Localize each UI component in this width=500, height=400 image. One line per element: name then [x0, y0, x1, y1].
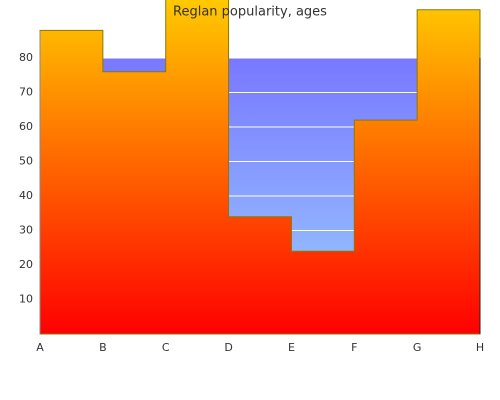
x-tick-label: G [413, 341, 422, 354]
x-tick-label: A [36, 341, 44, 354]
y-tick-label: 20 [19, 258, 33, 271]
x-tick-label: E [288, 341, 295, 354]
area [39, 0, 481, 335]
x-tick-label: B [99, 341, 107, 354]
x-tick-label: D [224, 341, 232, 354]
y-tick-label: 40 [19, 189, 33, 202]
x-tick-label: C [162, 341, 170, 354]
x-tick-label: F [351, 341, 357, 354]
chart-title: Reglan popularity, ages [173, 5, 327, 20]
plot: 10 20 30 40 50 60 70 80 A B C D E F G H [19, 0, 484, 354]
y-tick-label: 50 [19, 155, 33, 168]
y-tick-label: 80 [19, 51, 33, 64]
y-tick-label: 70 [19, 86, 33, 99]
y-tick-label: 60 [19, 120, 33, 133]
y-tick-label: 10 [19, 293, 33, 306]
y-tick-label: 30 [19, 224, 33, 237]
x-tick-label: H [476, 341, 484, 354]
